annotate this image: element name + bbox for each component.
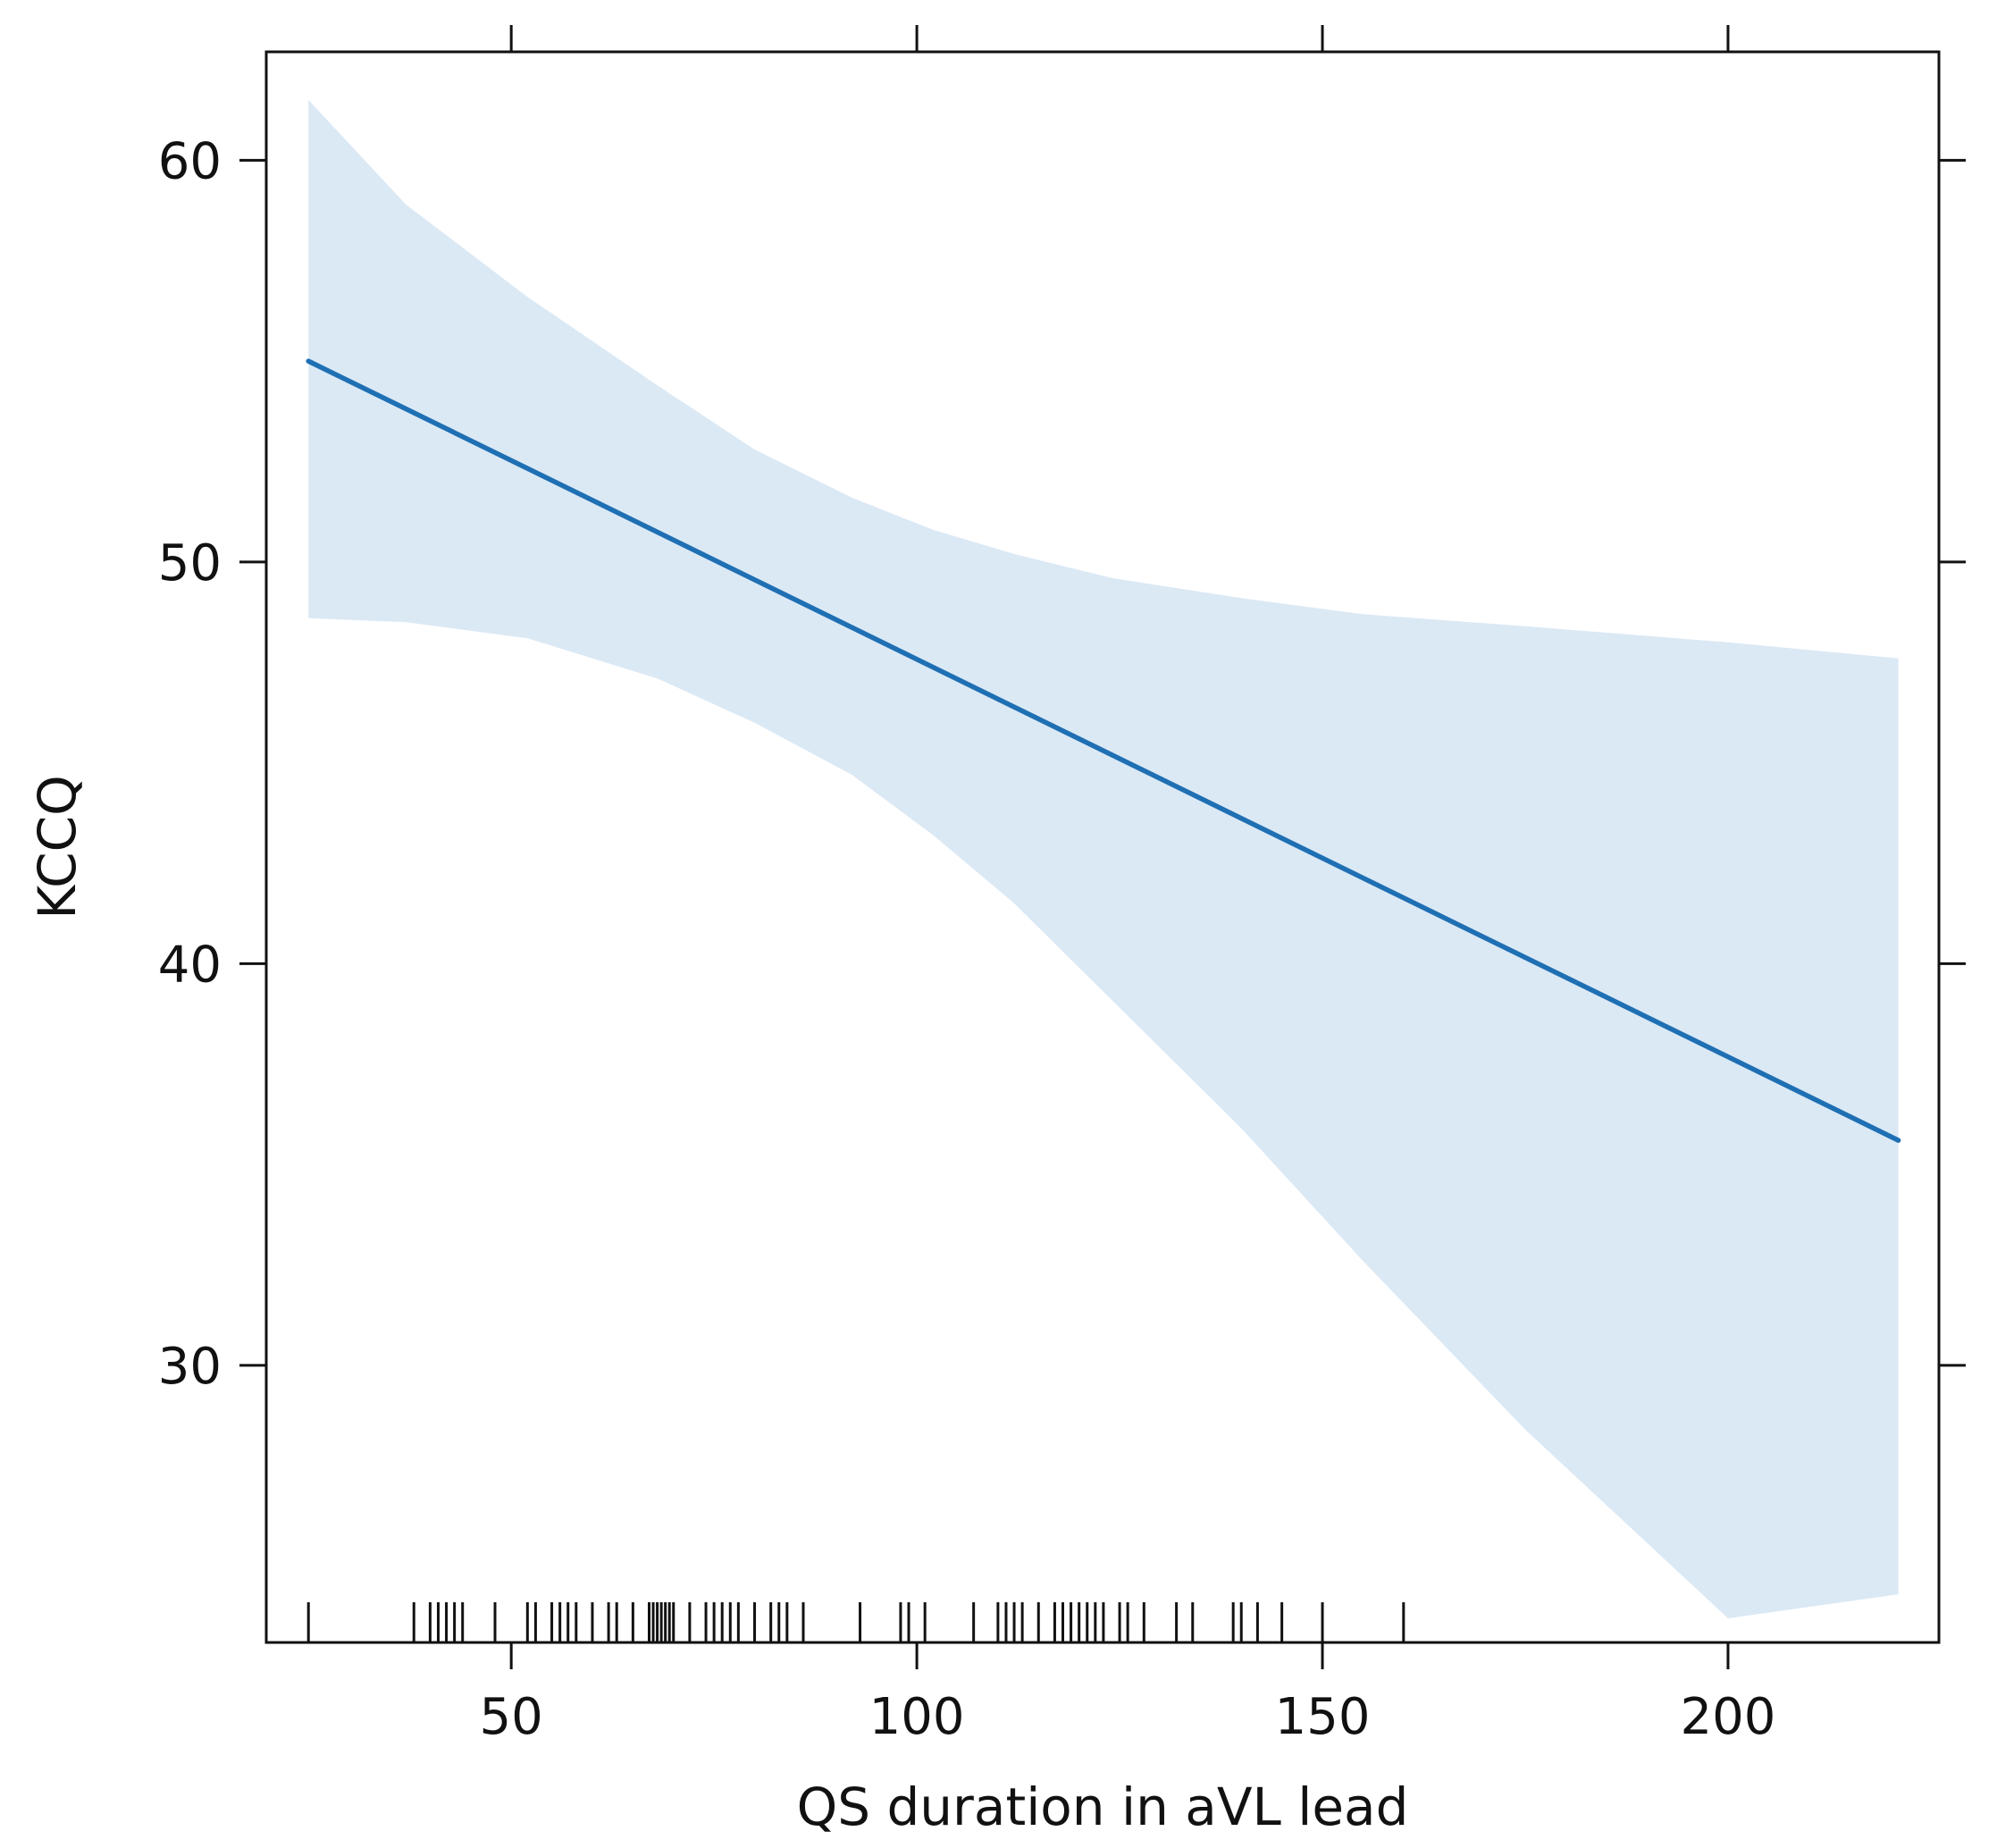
confidence-band bbox=[308, 99, 1899, 1618]
fit-line-layer bbox=[306, 358, 1901, 1143]
y-tick-label: 60 bbox=[158, 132, 222, 190]
rug-layer bbox=[306, 1602, 1405, 1642]
x-tick-label: 50 bbox=[480, 1688, 543, 1746]
x-tick-label: 100 bbox=[869, 1688, 965, 1746]
x-tick-label: 150 bbox=[1275, 1688, 1371, 1746]
y-axis-title: KCCQ bbox=[27, 775, 88, 920]
y-tick-label: 30 bbox=[158, 1338, 222, 1396]
axis-ticks bbox=[239, 25, 1966, 1669]
fit-line bbox=[306, 358, 1901, 1143]
tick-labels: 50 100 150 200 30 40 50 60 bbox=[158, 132, 1776, 1746]
plot-frame bbox=[264, 50, 1941, 1644]
x-tick-label: 200 bbox=[1681, 1688, 1776, 1746]
y-tick-label: 40 bbox=[158, 936, 222, 994]
x-axis-title: QS duration in aVL lead bbox=[797, 1777, 1409, 1837]
confidence-band-layer bbox=[308, 99, 1899, 1618]
y-tick-label: 50 bbox=[158, 534, 222, 592]
